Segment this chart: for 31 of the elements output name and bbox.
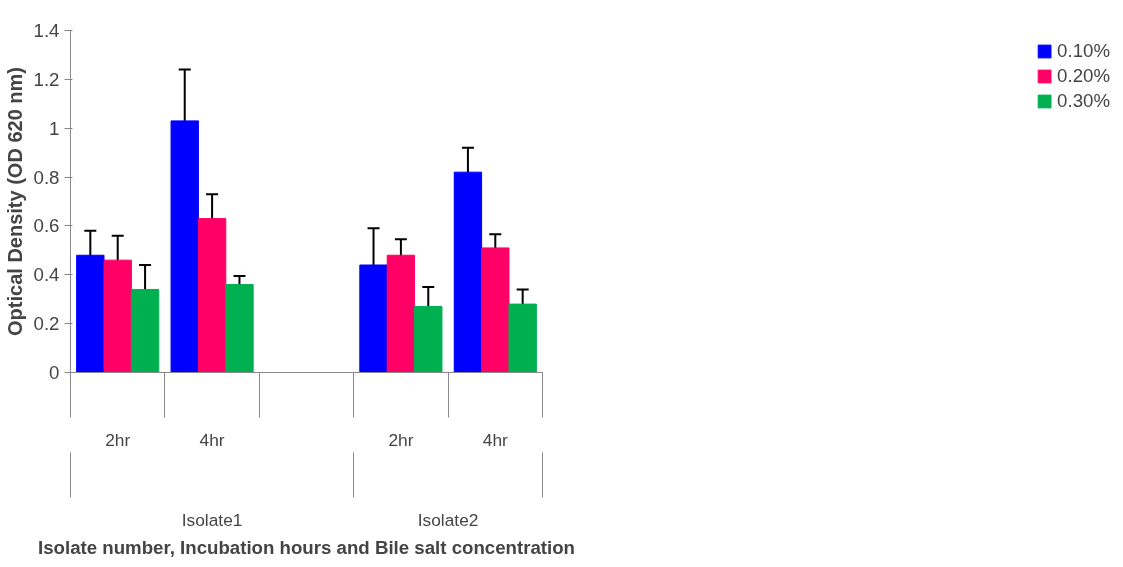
bar: [225, 284, 254, 373]
y-tick-label: 0.8: [33, 166, 60, 188]
bar: [453, 171, 483, 373]
y-tick-label: 1.4: [33, 20, 60, 41]
bar: [76, 254, 105, 373]
x-tick-label: 2hr: [105, 429, 131, 450]
bar: [130, 288, 160, 373]
x-tick-label: 4hr: [199, 429, 225, 450]
legend-label: 0.20%: [1057, 65, 1110, 87]
y-axis-title: Optical Density (OD 620 nm): [3, 67, 26, 336]
bar: [170, 120, 199, 373]
bar: [386, 254, 416, 373]
y-tick-label: 0.4: [33, 264, 60, 286]
y-tick-label: 0.2: [33, 313, 60, 335]
x-axis-title: Isolate number, Incubation hours and Bile salt concentration: [38, 536, 575, 558]
legend-label: 0.10%: [1057, 40, 1110, 62]
text: Isolate1: [181, 509, 243, 530]
y-tick-label: 1.2: [33, 68, 60, 90]
y-tick-label: 0: [49, 362, 60, 383]
x-tick-label: 4hr: [482, 429, 509, 450]
y-tick-label: 0.6: [33, 215, 60, 237]
bar: [197, 218, 227, 373]
bar: [103, 259, 132, 373]
bar: [414, 306, 443, 373]
bar: [359, 264, 388, 373]
x-tick-label: 2hr: [388, 429, 414, 450]
y-tick-label: 1: [49, 117, 60, 139]
bar: [508, 303, 537, 373]
legend-label: 0.30%: [1057, 90, 1110, 112]
text: Isolate2: [417, 509, 479, 530]
bar: [481, 247, 510, 373]
